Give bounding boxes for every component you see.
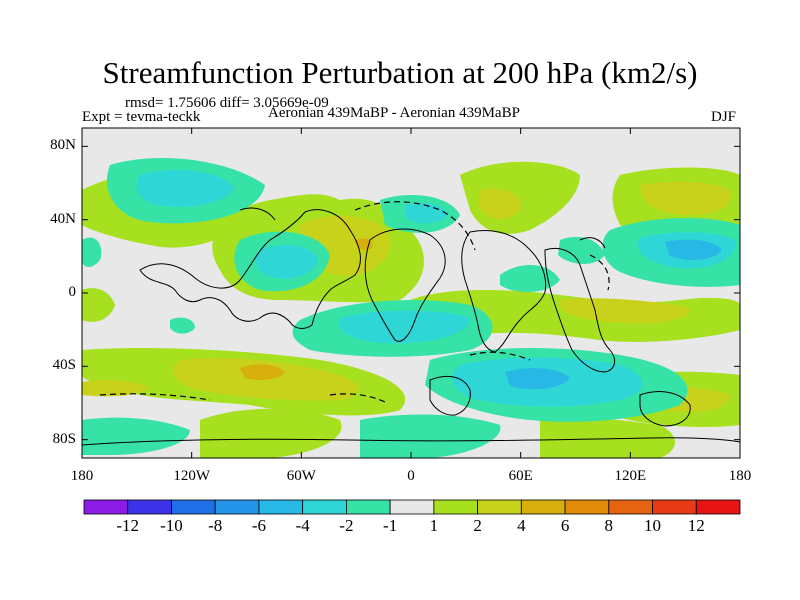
x-tick-label: 60E <box>508 468 533 484</box>
y-tick-label: 80S <box>52 430 76 447</box>
colorbar-swatch <box>433 499 479 515</box>
dashed-coastlines <box>99 201 610 403</box>
colorbar-swatch <box>608 499 653 515</box>
comparison-label: Aeronian 439MaBP - Aeronian 439MaBP <box>268 105 520 121</box>
colorbar-label: 1 <box>429 516 439 535</box>
colorbar-label: -2 <box>339 516 354 535</box>
y-tick-label: 0 <box>68 284 77 300</box>
coastlines <box>82 207 740 446</box>
colorbar-label: 10 <box>644 516 662 535</box>
x-tick-label: 120E <box>614 468 647 484</box>
colorbar-label: -4 <box>295 516 310 535</box>
colorbar-swatch <box>258 499 304 515</box>
colorbar-swatch <box>345 499 391 515</box>
colorbar-label: -8 <box>208 516 223 535</box>
strong-negative-regions <box>505 239 722 390</box>
colorbar-swatch <box>171 499 216 515</box>
x-tick-label: 0 <box>407 468 415 484</box>
x-tick-label: 180 <box>728 468 752 484</box>
axis-ticks <box>81 128 741 458</box>
chart-title: Streamfunction Perturbation at 200 hPa (… <box>102 55 698 90</box>
x-tick-label: 120W <box>173 468 210 484</box>
colorbar-swatch <box>520 499 566 515</box>
colorbar-label: 8 <box>604 516 614 535</box>
x-tick-label: 180 <box>70 468 94 484</box>
colorbar-label: -12 <box>116 516 140 535</box>
contour-field <box>82 157 740 458</box>
colorbar-swatch <box>477 499 522 515</box>
colorbar-swatch <box>127 499 172 515</box>
colorbar-swatch <box>302 499 347 515</box>
colorbar-label: 12 <box>687 516 705 535</box>
colorbar-label: -6 <box>251 516 267 535</box>
x-tick-label: 60W <box>286 468 316 484</box>
experiment-label: Expt = tevma-teckk <box>82 109 201 125</box>
colorbar-swatch <box>564 499 610 515</box>
season-label: DJF <box>711 109 737 125</box>
colorbar-swatch <box>695 499 741 515</box>
colorbar-label: 2 <box>473 516 482 535</box>
stats-label: rmsd= 1.75606 diff= 3.05669e-09 <box>125 95 329 111</box>
colorbar-swatch <box>83 499 129 515</box>
y-tick-label: 40N <box>50 210 76 227</box>
colorbar-label: 6 <box>560 516 570 535</box>
y-tick-label: 80N <box>50 137 76 154</box>
colorbar-label: -1 <box>383 516 398 535</box>
colorbar <box>83 499 741 515</box>
colorbar-label: -10 <box>160 516 183 535</box>
colorbar-swatch <box>214 499 260 515</box>
y-tick-label: 40S <box>52 357 76 374</box>
colorbar-swatch <box>389 499 435 515</box>
colorbar-label: 4 <box>517 516 526 535</box>
colorbar-swatch <box>652 499 697 515</box>
